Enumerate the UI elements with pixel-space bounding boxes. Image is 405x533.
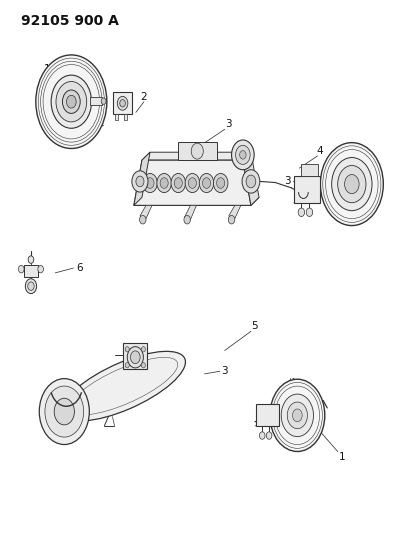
Text: 6: 6 — [76, 263, 83, 273]
Circle shape — [306, 208, 313, 216]
Circle shape — [270, 379, 325, 451]
Circle shape — [246, 175, 256, 188]
Text: 2: 2 — [141, 92, 147, 102]
Circle shape — [132, 171, 148, 192]
Circle shape — [101, 98, 106, 104]
Text: 1: 1 — [57, 131, 63, 141]
Circle shape — [266, 432, 272, 439]
Polygon shape — [124, 115, 127, 120]
Circle shape — [130, 351, 140, 364]
Circle shape — [36, 55, 107, 149]
Polygon shape — [115, 115, 118, 120]
Bar — [301, 165, 318, 176]
Polygon shape — [243, 152, 259, 205]
Circle shape — [117, 96, 128, 110]
Circle shape — [171, 173, 185, 192]
Circle shape — [320, 143, 383, 225]
Text: 3: 3 — [222, 366, 228, 376]
Circle shape — [345, 174, 359, 193]
Circle shape — [228, 215, 235, 224]
Circle shape — [136, 176, 144, 187]
Circle shape — [66, 95, 76, 108]
Circle shape — [292, 409, 302, 422]
Circle shape — [338, 165, 366, 203]
Bar — [123, 343, 147, 369]
Bar — [90, 98, 102, 105]
Circle shape — [298, 208, 305, 216]
Circle shape — [281, 394, 313, 437]
Polygon shape — [134, 152, 150, 205]
Circle shape — [125, 362, 129, 368]
Circle shape — [188, 177, 196, 188]
Circle shape — [141, 362, 145, 368]
Polygon shape — [229, 205, 241, 219]
Circle shape — [185, 173, 200, 192]
Polygon shape — [142, 152, 251, 160]
Circle shape — [127, 346, 143, 368]
Bar — [24, 265, 38, 277]
Circle shape — [236, 146, 250, 165]
Text: 5: 5 — [252, 321, 258, 331]
Circle shape — [174, 177, 182, 188]
Circle shape — [157, 173, 171, 192]
Text: 4: 4 — [316, 146, 323, 156]
Text: 92105 900 A: 92105 900 A — [21, 14, 119, 28]
Circle shape — [54, 398, 75, 425]
Circle shape — [191, 143, 203, 159]
Circle shape — [56, 82, 87, 122]
Circle shape — [19, 265, 24, 273]
Circle shape — [38, 265, 43, 273]
Circle shape — [120, 100, 126, 107]
Text: 1: 1 — [44, 64, 50, 74]
Circle shape — [26, 279, 36, 294]
Circle shape — [232, 140, 254, 169]
Circle shape — [143, 173, 157, 192]
Circle shape — [146, 177, 154, 188]
Ellipse shape — [62, 351, 185, 421]
Circle shape — [141, 346, 145, 352]
Circle shape — [39, 378, 90, 445]
Bar — [256, 403, 279, 426]
Text: 3: 3 — [226, 119, 232, 129]
Circle shape — [140, 215, 146, 224]
Circle shape — [199, 173, 214, 192]
Circle shape — [260, 432, 265, 439]
Circle shape — [28, 256, 34, 263]
Circle shape — [45, 386, 84, 437]
Circle shape — [287, 402, 307, 429]
Circle shape — [125, 346, 129, 352]
Text: 3: 3 — [284, 176, 290, 187]
Polygon shape — [134, 197, 259, 205]
Circle shape — [202, 177, 211, 188]
Text: 1: 1 — [371, 183, 377, 193]
Bar — [113, 92, 132, 115]
Bar — [294, 176, 320, 203]
Circle shape — [62, 90, 80, 114]
Circle shape — [332, 158, 372, 211]
Circle shape — [51, 75, 92, 128]
Circle shape — [217, 177, 225, 188]
Polygon shape — [184, 205, 196, 220]
Circle shape — [160, 177, 168, 188]
Text: 1: 1 — [339, 452, 345, 462]
Circle shape — [184, 215, 190, 224]
Circle shape — [240, 151, 246, 159]
Circle shape — [242, 169, 260, 193]
Polygon shape — [140, 205, 152, 219]
Circle shape — [213, 173, 228, 192]
Polygon shape — [134, 160, 251, 205]
Circle shape — [29, 267, 33, 272]
Bar — [178, 142, 217, 160]
Circle shape — [28, 282, 34, 290]
